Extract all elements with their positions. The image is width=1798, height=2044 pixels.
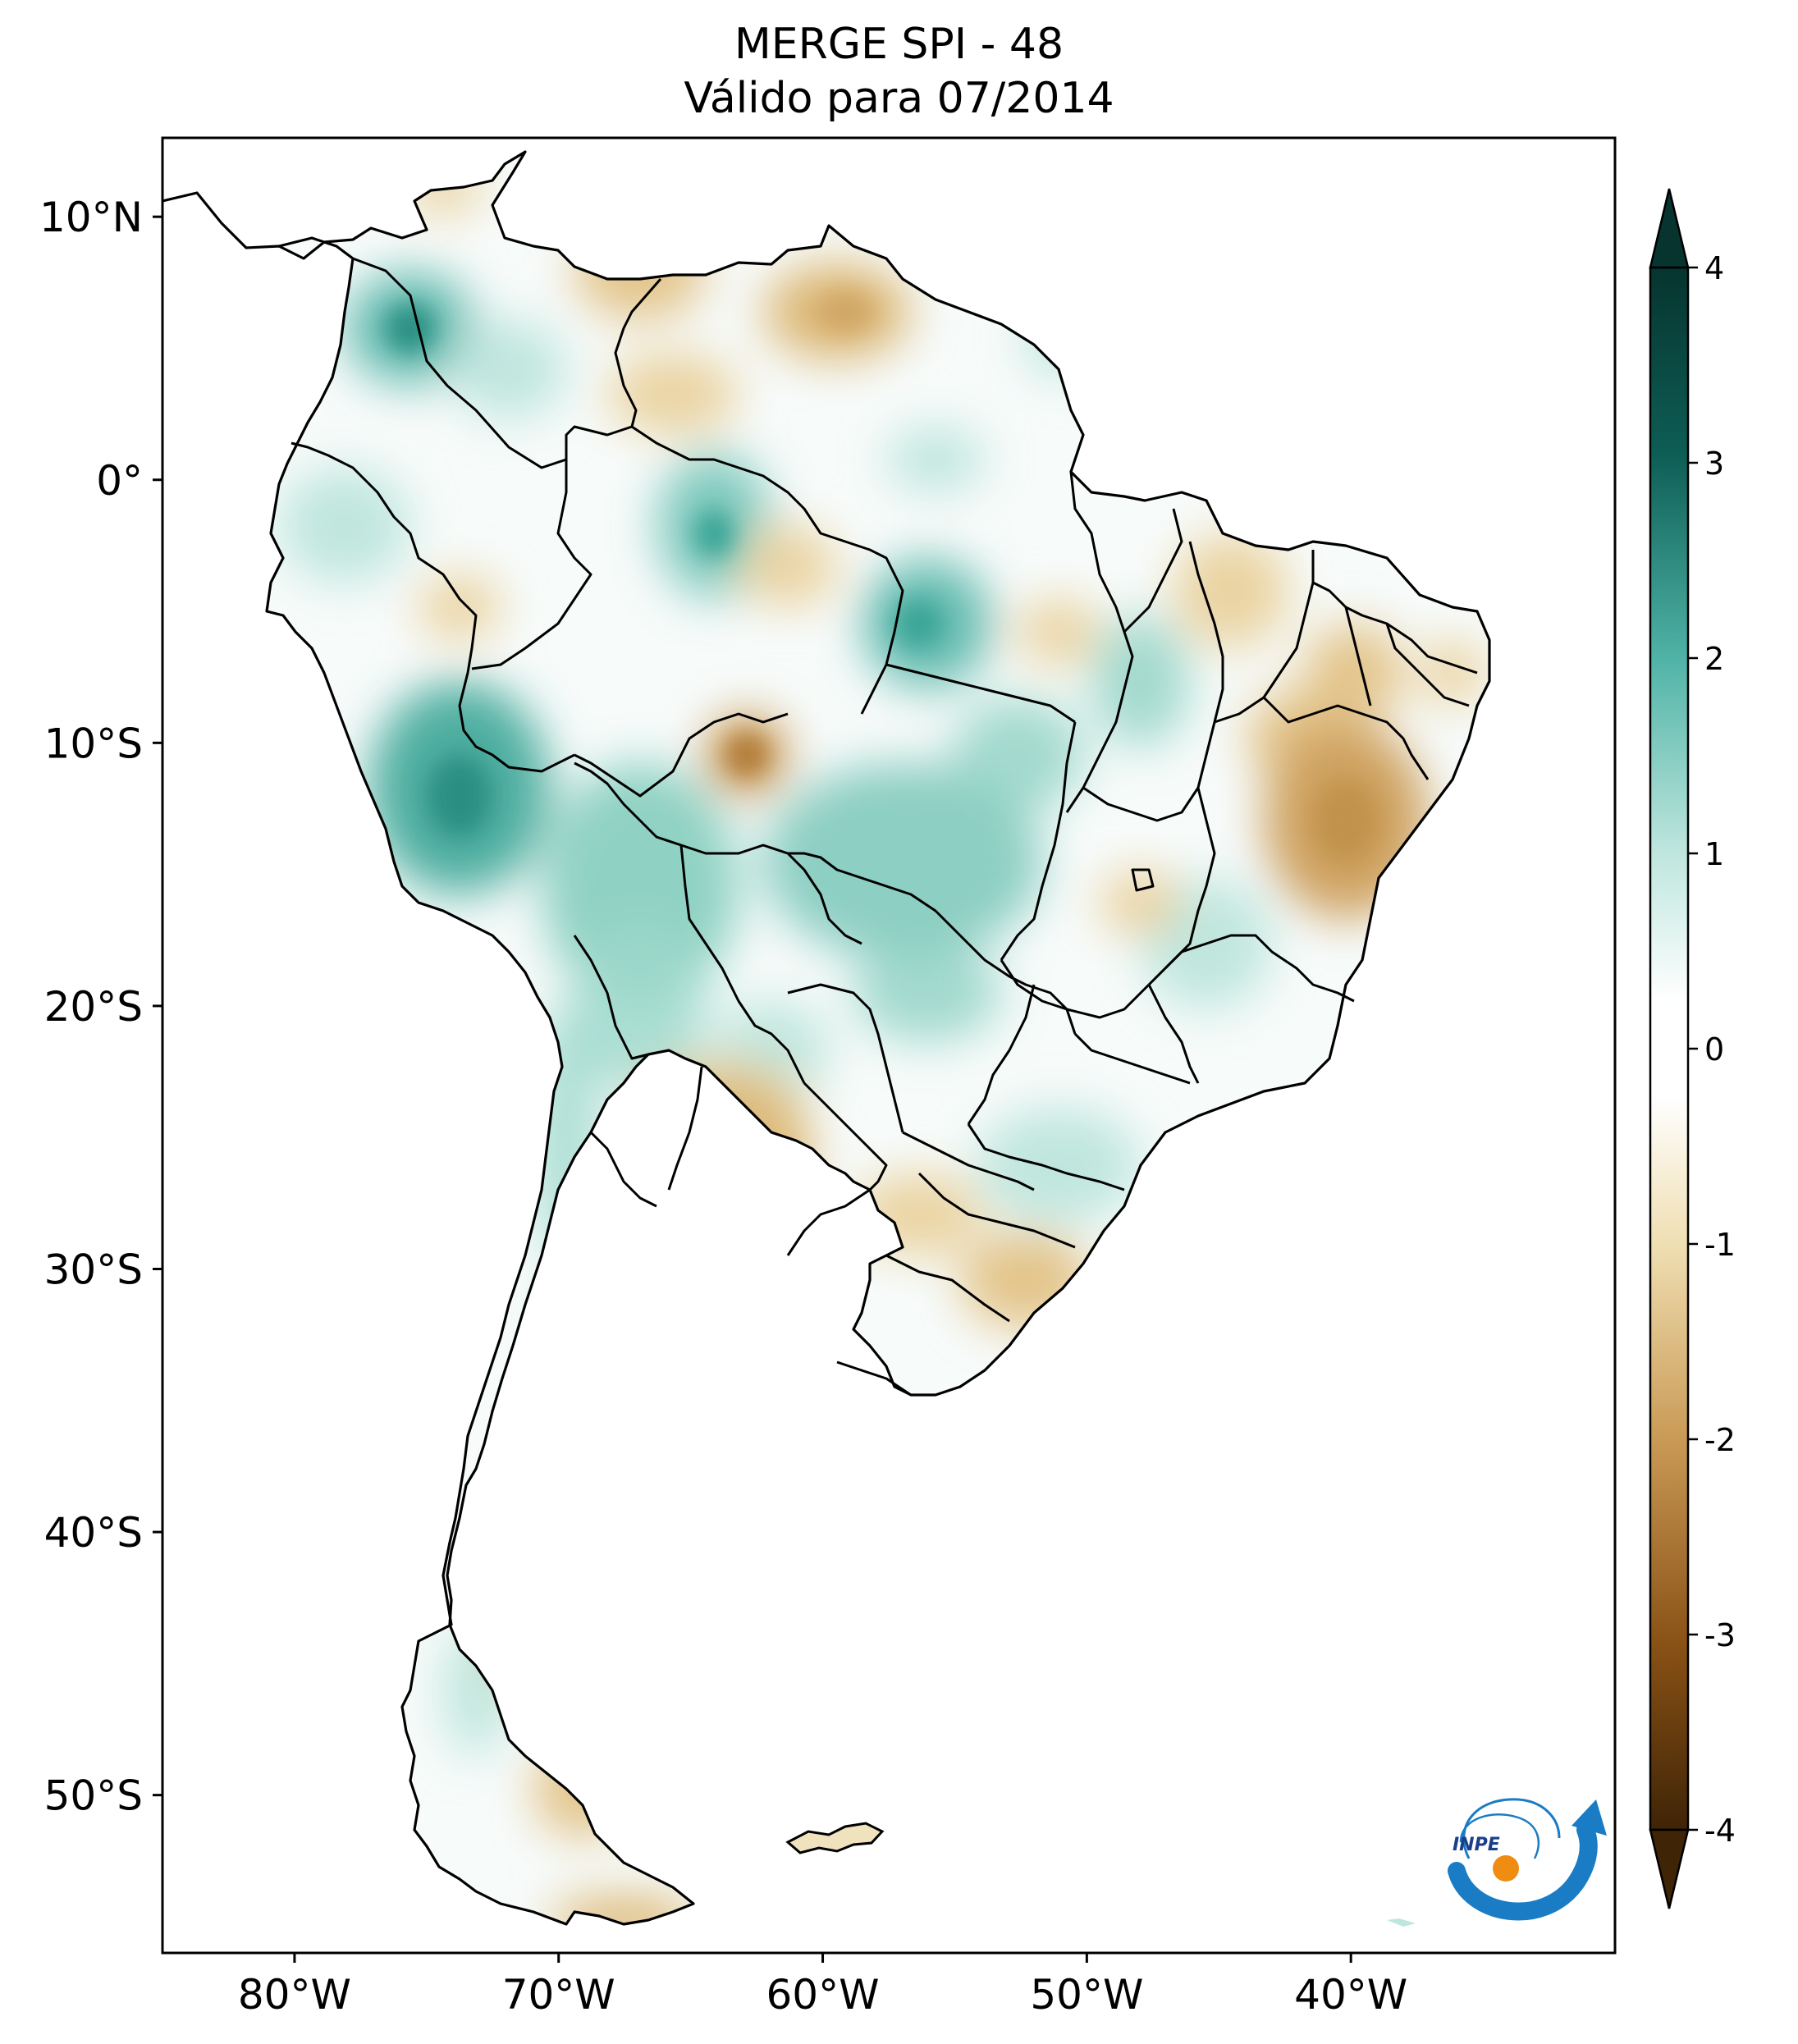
map-subtitle: Válido para 07/2014 xyxy=(684,74,1114,123)
border-line xyxy=(1123,508,1183,633)
border-line xyxy=(1344,606,1372,706)
colorbar-gradient xyxy=(1649,266,1690,1831)
colorbar: 4 3 2 1 0 -1 -2 -3 -4 xyxy=(1649,188,1736,1909)
border-line xyxy=(836,1360,936,1397)
colorbar-extend-bottom xyxy=(1649,1828,1690,1909)
border-line xyxy=(786,1188,871,1256)
map-title: MERGE SPI - 48 xyxy=(734,20,1064,69)
colorbar-tick-label: 3 xyxy=(1704,446,1724,482)
lat-tick-label: 20°S xyxy=(44,983,143,1031)
border-line xyxy=(967,1123,1125,1191)
colorbar-extend-top xyxy=(1649,188,1690,269)
border-line xyxy=(573,935,649,1060)
lat-tick-label: 40°S xyxy=(44,1509,143,1557)
lat-tick-label: 0° xyxy=(96,457,143,505)
border-line xyxy=(787,983,904,1133)
lon-tick-label: 40°W xyxy=(1294,1971,1407,2019)
border-line xyxy=(1147,984,1200,1084)
border-line xyxy=(1385,623,1470,707)
border-line xyxy=(1131,868,1155,892)
border-line xyxy=(803,1081,888,1191)
coastline xyxy=(162,150,1491,1926)
lon-tick-label: 50°W xyxy=(1030,1971,1143,2019)
colorbar-tick-label: -3 xyxy=(1704,1617,1736,1653)
border-line xyxy=(589,1131,657,1208)
border-line xyxy=(291,441,575,773)
lat-tick-label: 30°S xyxy=(44,1246,143,1293)
border-line xyxy=(1082,541,1224,822)
longitude-axis: 80°W 70°W 60°W 50°W 40°W xyxy=(238,1953,1407,2019)
colorbar-tick-label: 1 xyxy=(1704,836,1724,872)
border-line xyxy=(917,1172,1076,1249)
border-line xyxy=(1065,471,1134,813)
lon-tick-label: 60°W xyxy=(766,1971,880,2019)
border-line xyxy=(667,1066,703,1191)
border-line xyxy=(1262,696,1430,780)
latitude-axis: 10°N 0° 10°S 20°S 30°S 40°S 50°S xyxy=(39,194,162,1820)
border-line xyxy=(885,1254,1010,1323)
colorbar-tick-label: 4 xyxy=(1704,250,1724,286)
border-line xyxy=(902,1131,1035,1191)
lat-tick-label: 50°S xyxy=(44,1772,143,1820)
border-line xyxy=(788,852,1077,1035)
border-line xyxy=(352,257,662,469)
border-line xyxy=(471,460,592,670)
border-line xyxy=(1000,959,1151,1019)
lat-tick-label: 10°S xyxy=(44,720,143,767)
border-line xyxy=(1214,550,1315,724)
lon-tick-label: 80°W xyxy=(238,1971,351,2019)
colorbar-tick-label: 2 xyxy=(1704,641,1724,677)
island-fragment xyxy=(1387,1918,1416,1927)
border-line xyxy=(1000,721,1077,961)
colorbar-tick-label: -4 xyxy=(1704,1813,1736,1849)
lon-tick-label: 70°W xyxy=(502,1971,615,2019)
border-line xyxy=(679,844,806,1084)
border-line xyxy=(1073,1032,1191,1085)
border-line xyxy=(574,712,789,798)
colorbar-tick-label: 0 xyxy=(1704,1031,1724,1068)
lat-tick-label: 10°N xyxy=(39,194,143,241)
logo-text: INPE xyxy=(1453,1835,1500,1855)
colorbar-tick-label: -1 xyxy=(1704,1227,1736,1263)
border-line xyxy=(885,663,1076,724)
border-line xyxy=(967,984,1036,1125)
colorbar-tick-label: -2 xyxy=(1704,1422,1736,1458)
political-borders xyxy=(291,257,1478,1397)
map-frame xyxy=(161,136,1617,1955)
falkland-islands xyxy=(785,1822,885,1854)
border-line xyxy=(631,425,904,715)
border-line xyxy=(1164,934,1355,1003)
border-line xyxy=(574,761,862,945)
inpe-logo: INPE xyxy=(1448,1798,1607,1921)
